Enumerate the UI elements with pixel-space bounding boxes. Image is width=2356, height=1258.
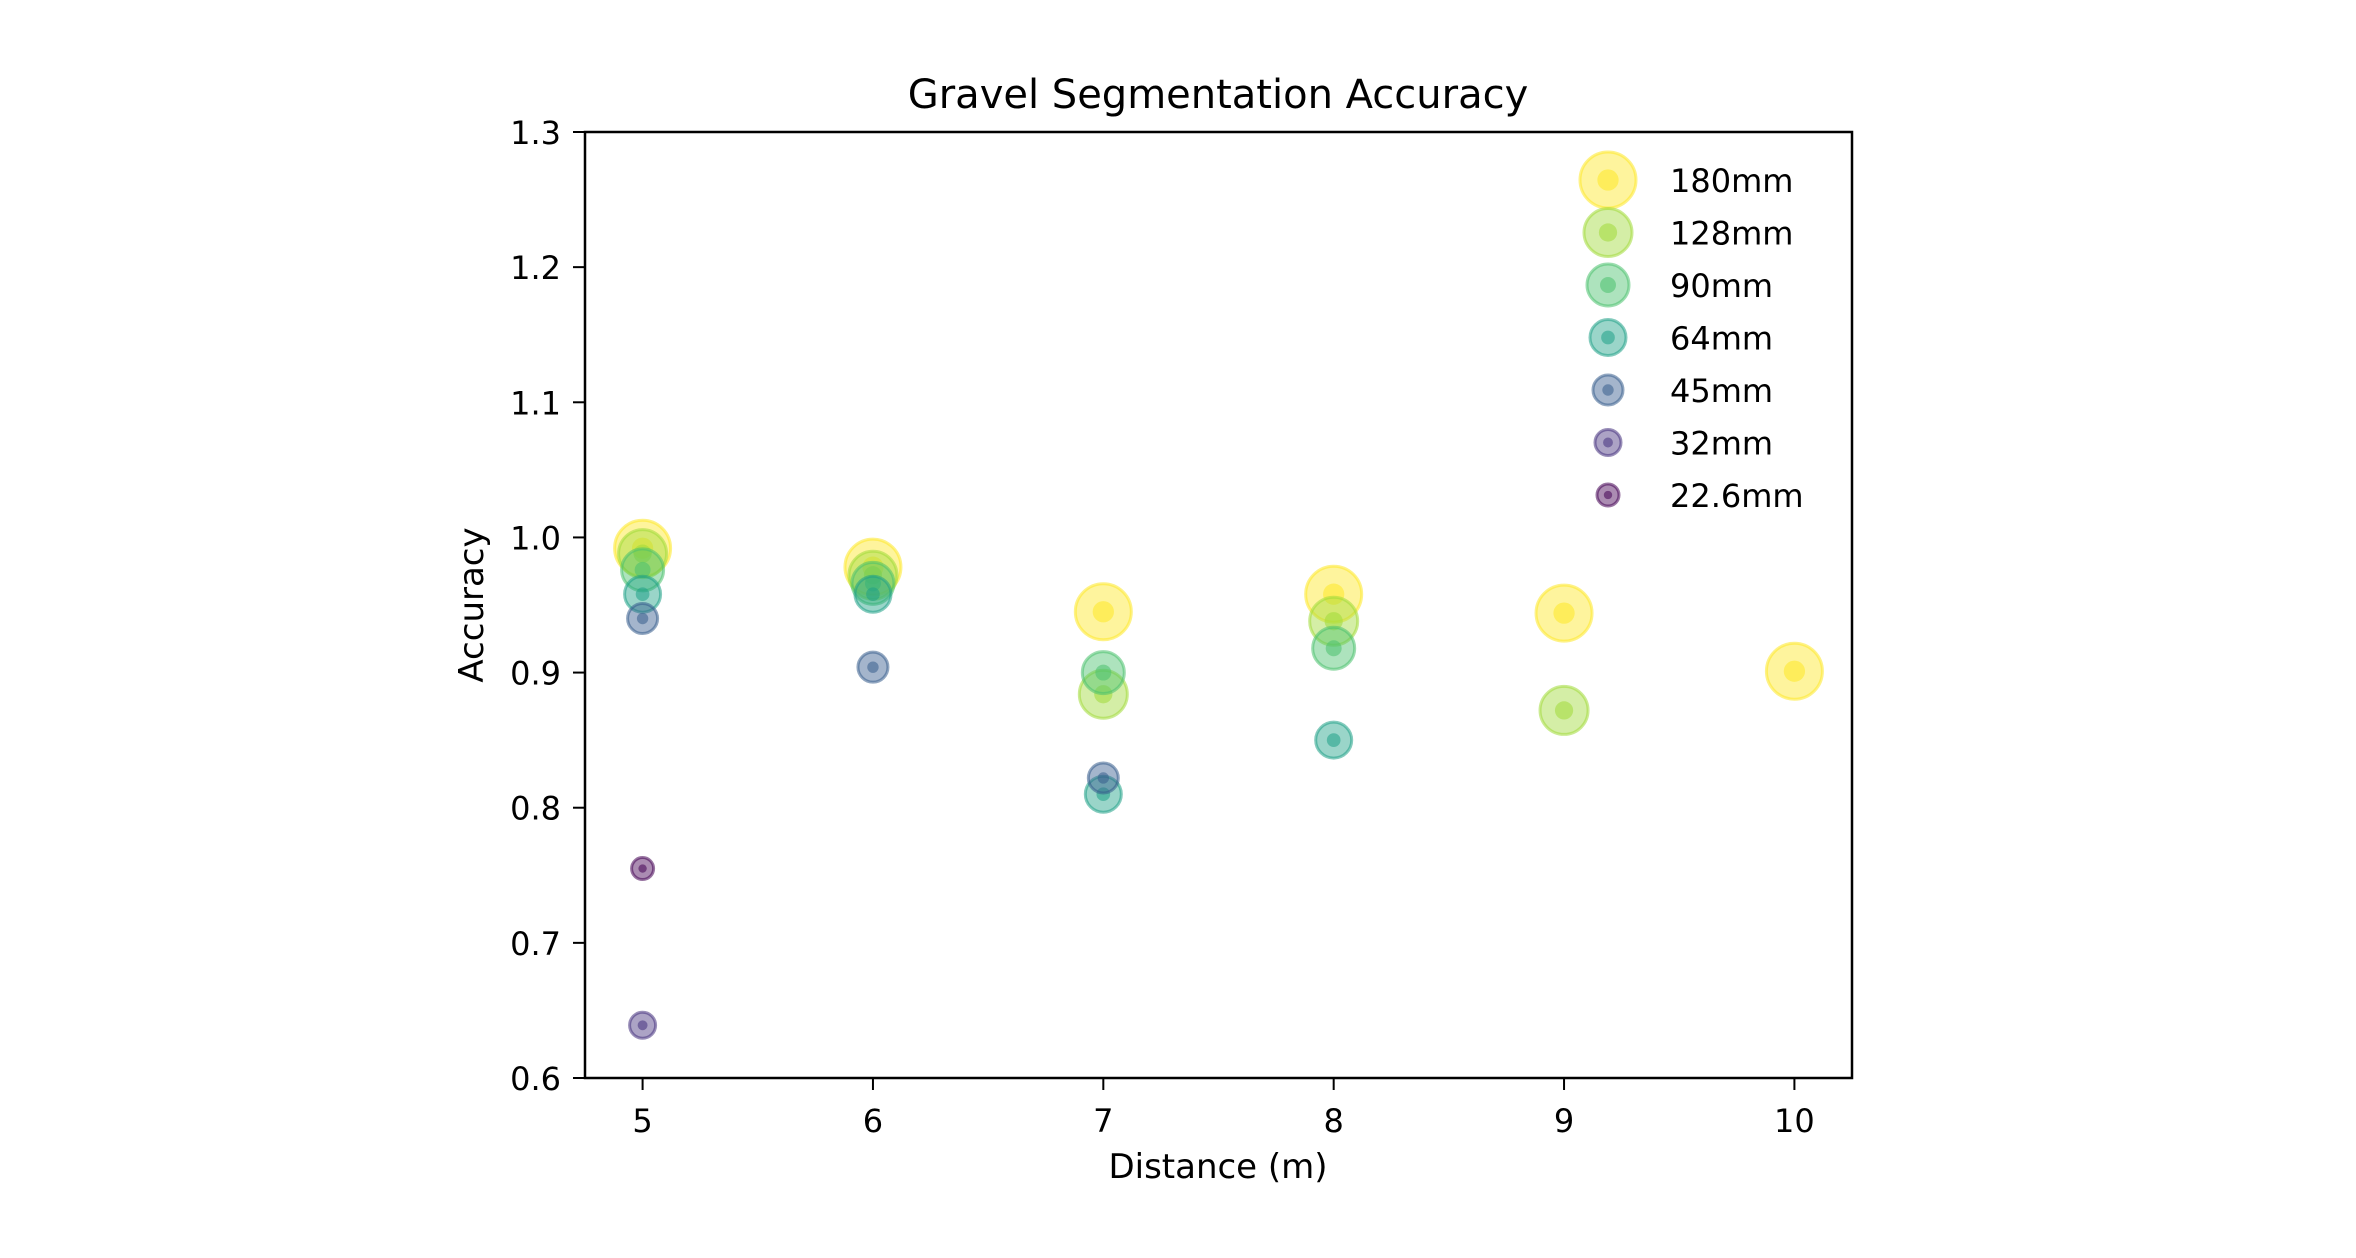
y-tick-label: 0.8 [510, 790, 561, 828]
legend-marker-core [1600, 277, 1616, 293]
data-point-core [635, 587, 650, 602]
data-point-core [866, 587, 880, 602]
legend-marker-core [1603, 490, 1613, 500]
data-point-core [1326, 733, 1341, 747]
series-90mm [620, 547, 1357, 696]
data-point-core [1325, 640, 1342, 657]
legend-marker-core [1602, 384, 1614, 396]
data-point-core [1095, 664, 1112, 681]
y-axis-label: Accuracy [452, 527, 492, 682]
y-tick-label: 1.2 [510, 249, 561, 287]
legend-item: 90mm [1585, 262, 1773, 308]
data-point-core [637, 1020, 648, 1031]
y-tick-label: 0.7 [510, 925, 561, 963]
x-tick-label: 10 [1774, 1102, 1815, 1140]
axes: 5 6 7 8 9 10 0.6 0.7 0.8 0.9 1.0 1.1 1.2 1.3 [510, 114, 1854, 1140]
legend-marker-core [1603, 437, 1613, 448]
y-tick-label: 0.6 [510, 1060, 561, 1098]
legend-marker-core [1601, 330, 1615, 345]
data-point-core [636, 612, 649, 625]
x-tick-label: 6 [863, 1102, 883, 1140]
x-tick-label: 7 [1093, 1102, 1113, 1140]
data-point-core [1783, 660, 1806, 682]
x-tick-label: 5 [632, 1102, 652, 1140]
legend-label: 45mm [1670, 372, 1773, 410]
y-tick-label: 1.1 [510, 384, 561, 422]
legend-label: 32mm [1670, 425, 1773, 463]
legend-marker-core [1597, 169, 1619, 191]
data-point-core [1554, 701, 1574, 720]
x-axis-label: Distance (m) [1108, 1147, 1327, 1187]
legend-item: 45mm [1591, 372, 1773, 410]
series-45mm [626, 602, 1120, 795]
data-points [613, 518, 1824, 1040]
legend-marker-core [1598, 223, 1618, 242]
plot-frame [583, 130, 1854, 1080]
data-point-core [1323, 583, 1345, 605]
x-tick-label: 9 [1554, 1102, 1574, 1140]
legend-label: 22.6mm [1670, 477, 1804, 515]
legend-label: 128mm [1670, 215, 1793, 253]
legend-label: 180mm [1670, 162, 1793, 200]
legend-label: 90mm [1670, 267, 1773, 305]
legend-item: 180mm [1578, 150, 1793, 210]
series-64mm [623, 574, 1354, 814]
y-tick-label: 1.3 [510, 114, 561, 152]
data-point-core [634, 561, 651, 578]
legend-item: 32mm [1593, 425, 1773, 463]
series-22-6mm [630, 856, 656, 882]
legend-item: 64mm [1588, 318, 1773, 358]
legend-item: 128mm [1582, 207, 1793, 258]
data-point-core [1092, 601, 1114, 623]
data-point-core [638, 864, 647, 873]
data-point-core [1553, 602, 1575, 624]
series-180mm [613, 518, 1824, 701]
data-point-core [1324, 612, 1343, 631]
legend-label: 64mm [1670, 320, 1773, 358]
legend: 180mm 128mm 90mm 64mm 45mm 32mm 22.6mm [1578, 150, 1804, 515]
series-32mm [628, 1010, 658, 1040]
data-point-core [867, 661, 879, 673]
x-tick-label: 8 [1324, 1102, 1344, 1140]
legend-item: 22.6mm [1595, 477, 1804, 515]
y-tick-label: 0.9 [510, 655, 561, 693]
y-tick-label: 1.0 [510, 519, 561, 557]
data-point-core [1097, 772, 1110, 784]
data-point-core [864, 575, 881, 592]
chart-title: Gravel Segmentation Accuracy [908, 72, 1529, 118]
